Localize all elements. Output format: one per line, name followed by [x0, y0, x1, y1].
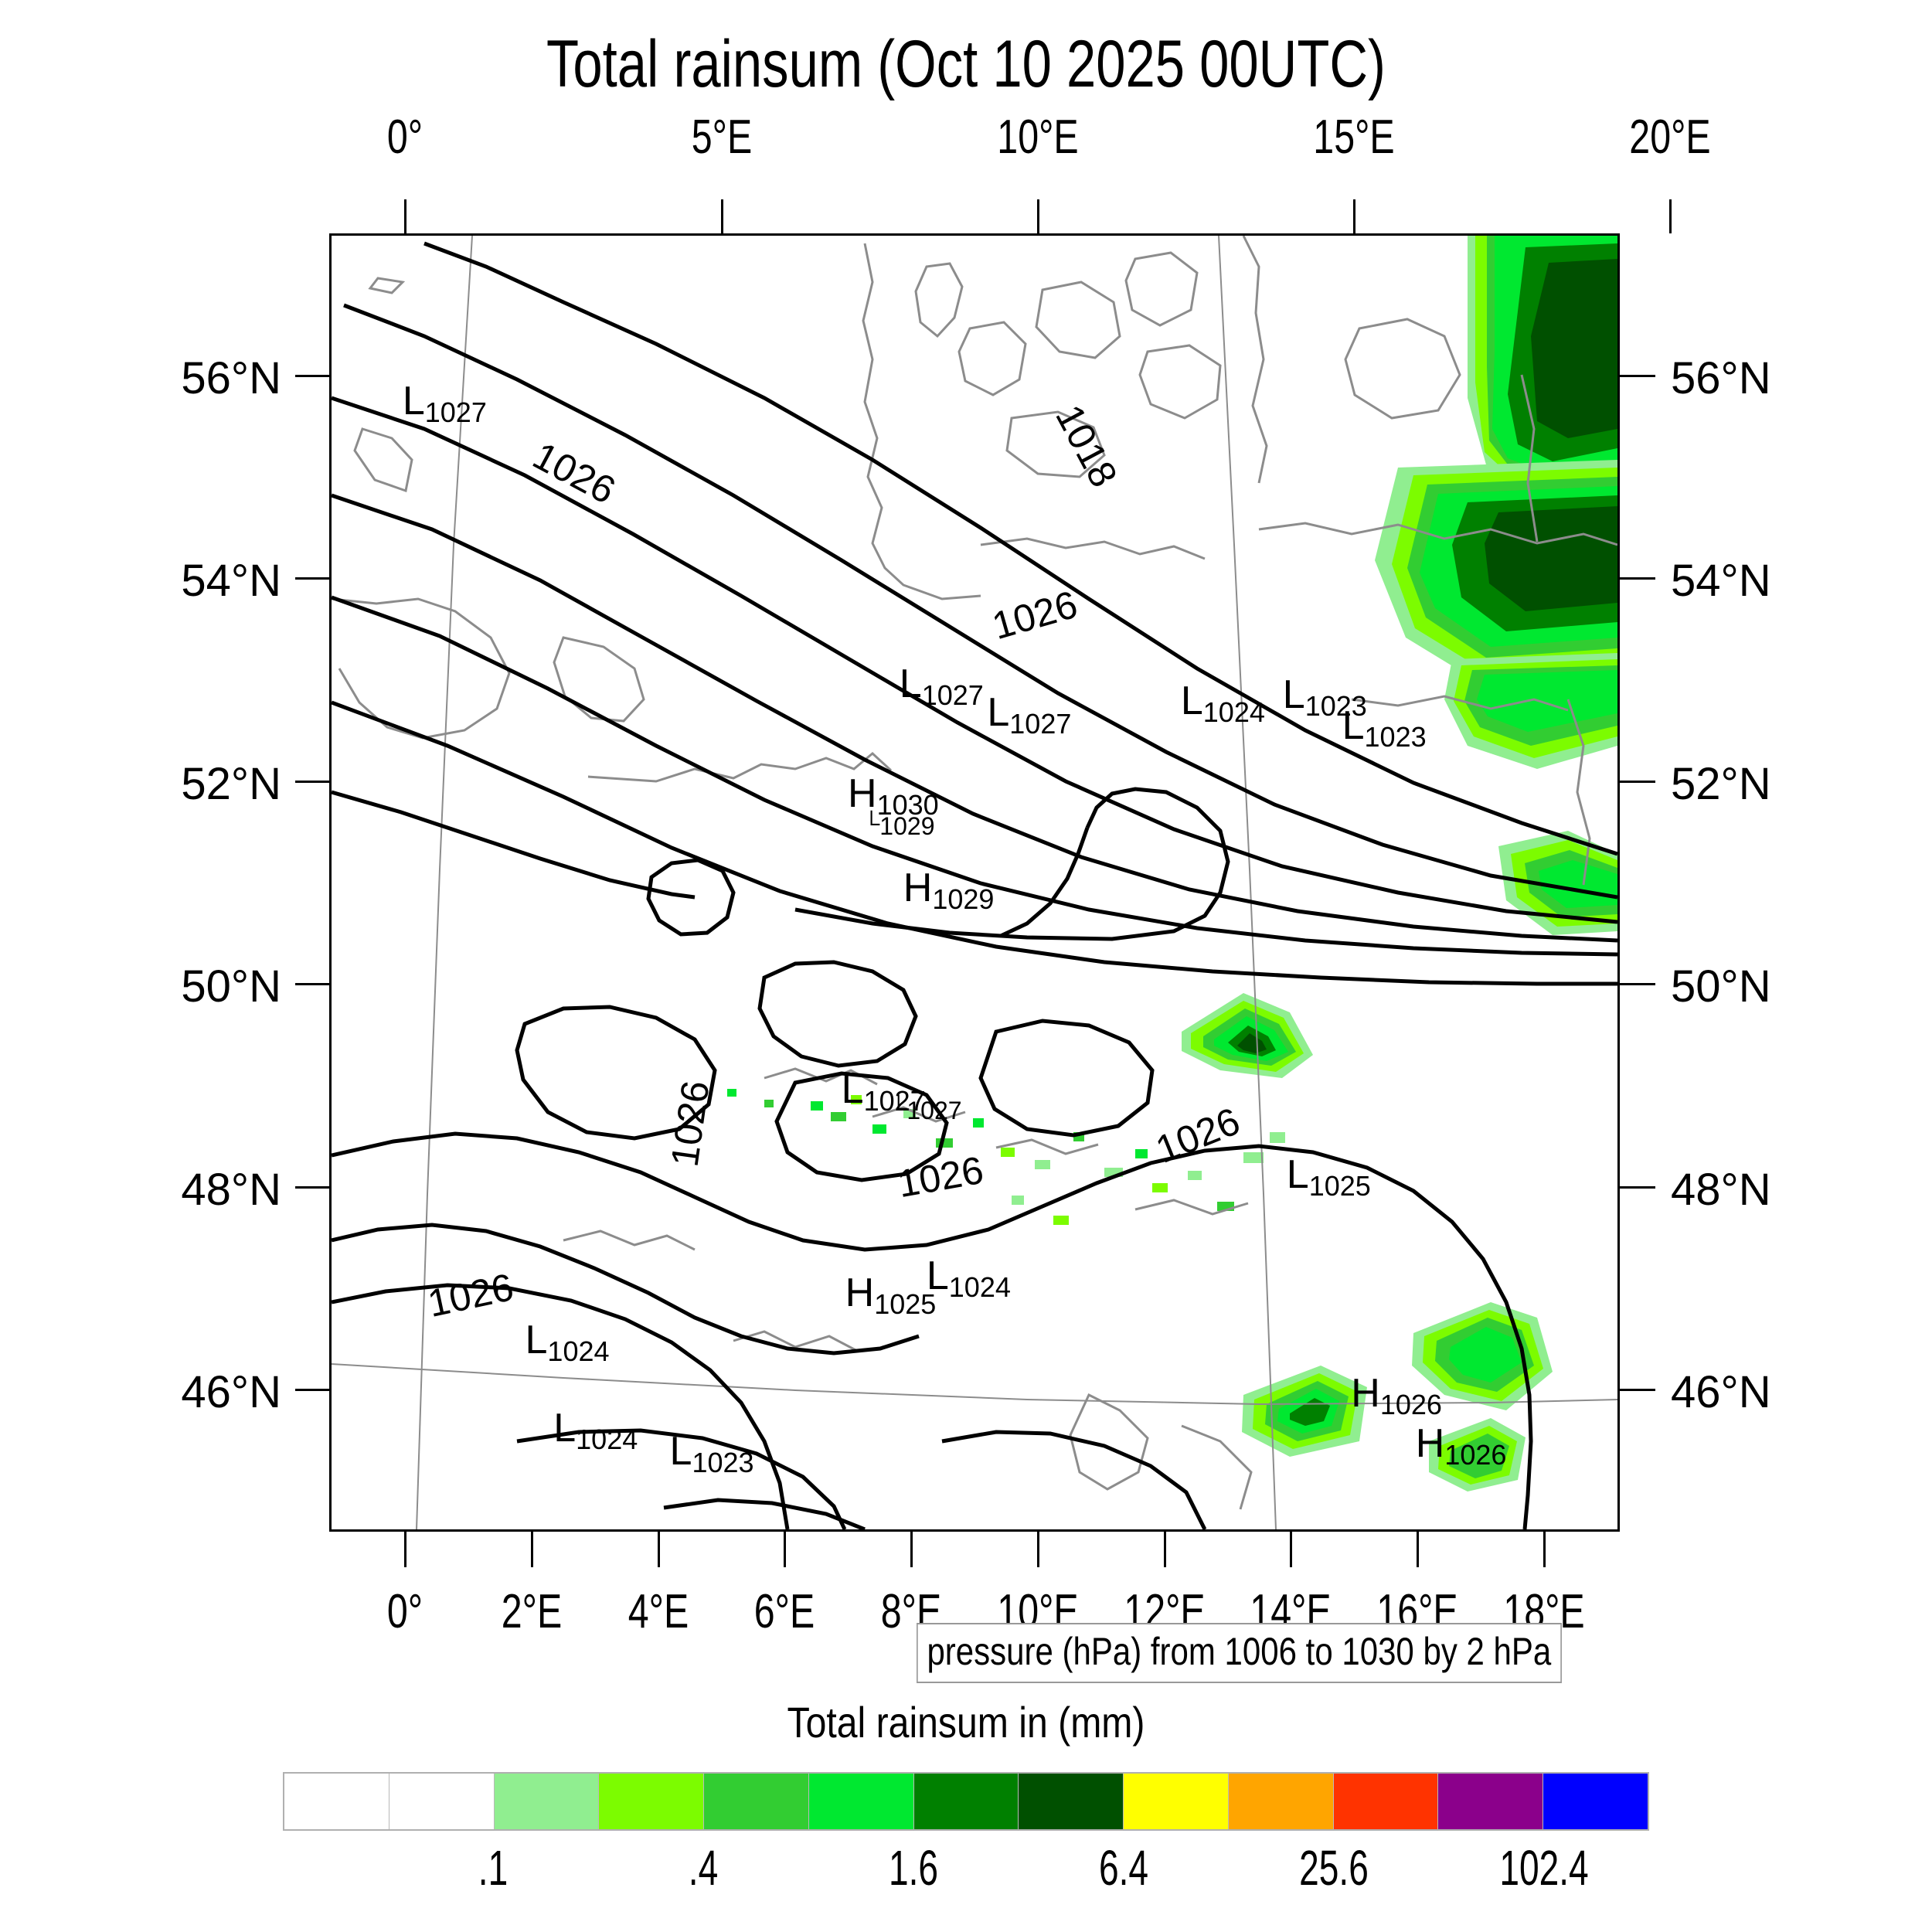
lon-label-top: 5°E	[691, 111, 752, 164]
axis-tick	[657, 1532, 660, 1567]
axis-tick	[1620, 577, 1655, 580]
colorbar-cell[interactable]	[808, 1774, 914, 1829]
pressure-center-low: └1027	[890, 1096, 962, 1125]
axis-tick	[295, 1389, 329, 1392]
axis-tick	[784, 1532, 787, 1567]
axis-tick	[295, 780, 329, 783]
axis-tick	[1620, 983, 1655, 986]
pressure-center-low: L1023	[1282, 672, 1367, 722]
axis-tick	[1620, 780, 1655, 783]
colorbar-title: Total rainsum in (mm)	[787, 1698, 1145, 1747]
lon-label-top: 15°E	[1313, 111, 1395, 164]
axis-tick	[1543, 1532, 1546, 1567]
lat-label-left: 56°N	[181, 352, 281, 403]
lat-label-right: 54°N	[1671, 556, 1771, 607]
axis-tick	[295, 1185, 329, 1189]
axis-tick	[295, 577, 329, 580]
colorbar-cell[interactable]	[1438, 1774, 1544, 1829]
colorbar-cell[interactable]	[599, 1774, 705, 1829]
map-plot-area[interactable]: L1027 1026 1018 1026 L1027 L1027 L1024 L1023 L10…	[329, 233, 1620, 1532]
lon-label-bottom: 6°E	[754, 1585, 815, 1638]
axis-tick	[1669, 199, 1672, 233]
pressure-center-low: L1023	[669, 1429, 754, 1479]
pressure-center-high: H1025	[845, 1270, 937, 1321]
colorbar-cell[interactable]	[284, 1774, 389, 1829]
pressure-center-high: H1030	[848, 770, 939, 821]
axis-tick	[530, 1532, 533, 1567]
pressure-center-low: L1027	[899, 662, 984, 712]
pressure-legend: pressure (hPa) from 1006 to 1030 by 2 hP…	[917, 1623, 1562, 1683]
lon-label-bottom: 4°E	[628, 1585, 689, 1638]
pressure-center-low: L1024	[553, 1406, 638, 1456]
lon-label-top: 0°	[387, 111, 423, 164]
lon-label-bottom: 0°	[387, 1585, 423, 1638]
colorbar-cell[interactable]	[1333, 1774, 1439, 1829]
pressure-center-high: H1029	[903, 866, 995, 916]
colorbar-cell[interactable]	[1019, 1774, 1124, 1829]
lat-label-left: 50°N	[181, 961, 281, 1012]
colorbar-cell[interactable]	[1124, 1774, 1229, 1829]
axis-tick	[404, 199, 407, 233]
pressure-center-low: L1023	[1342, 703, 1427, 753]
graticule-layer	[332, 236, 1617, 1529]
lat-label-right: 50°N	[1671, 961, 1771, 1012]
lat-label-left: 46°N	[181, 1367, 281, 1418]
pressure-center-high: H1026	[1415, 1421, 1507, 1471]
pressure-center-low: L1027	[987, 690, 1072, 740]
colorbar-tick-label: 102.4	[1499, 1840, 1589, 1896]
pressure-center-high: H1026	[1351, 1370, 1442, 1420]
lat-label-right: 46°N	[1671, 1367, 1771, 1418]
axis-tick	[1620, 1185, 1655, 1189]
axis-tick	[1290, 1532, 1293, 1567]
axis-tick	[1036, 199, 1039, 233]
axis-tick	[295, 983, 329, 986]
colorbar-tick-label: .1	[478, 1840, 509, 1896]
page-title: Total rainsum (Oct 10 2025 00UTC)	[546, 27, 1386, 101]
pressure-center-low: L1024	[525, 1317, 610, 1367]
lat-label-left: 54°N	[181, 556, 281, 607]
axis-tick	[1620, 374, 1655, 377]
lon-label-top: 10°E	[997, 111, 1079, 164]
pressure-center-low: L1027	[402, 379, 487, 429]
lat-label-right: 56°N	[1671, 352, 1771, 403]
axis-tick	[1417, 1532, 1420, 1567]
map-canvas	[332, 236, 1617, 1529]
axis-tick	[1353, 199, 1356, 233]
lon-label-bottom: 2°E	[501, 1585, 563, 1638]
colorbar[interactable]	[283, 1772, 1649, 1831]
axis-tick	[404, 1532, 407, 1567]
colorbar-cell[interactable]	[494, 1774, 600, 1829]
axis-tick	[1163, 1532, 1166, 1567]
isobar-layer	[332, 241, 1617, 1529]
lat-label-right: 52°N	[1671, 758, 1771, 809]
pressure-center-low: L1027	[841, 1066, 926, 1117]
map-graphics	[332, 236, 1617, 1529]
colorbar-cell[interactable]	[1543, 1774, 1648, 1829]
lat-label-left: 52°N	[181, 758, 281, 809]
colorbar-tick-label: 6.4	[1098, 1840, 1149, 1896]
axis-tick	[1620, 1389, 1655, 1392]
colorbar-labels: .1 .4 1.6 6.4 25.6 102.4	[0, 1839, 1932, 1909]
colorbar-cell[interactable]	[704, 1774, 809, 1829]
axis-tick	[1036, 1532, 1039, 1567]
colorbar-cell[interactable]	[1228, 1774, 1334, 1829]
lat-label-right: 48°N	[1671, 1164, 1771, 1215]
axis-tick	[295, 374, 329, 377]
pressure-center-low: L1025	[1286, 1152, 1371, 1202]
colorbar-cell[interactable]	[913, 1774, 1019, 1829]
pressure-center-low: L1024	[1180, 679, 1265, 729]
pressure-center-low: └1029	[863, 811, 935, 841]
axis-tick	[720, 199, 723, 233]
colorbar-tick-label: 1.6	[888, 1840, 939, 1896]
lon-label-top: 20°E	[1629, 111, 1712, 164]
colorbar-tick-label: .4	[688, 1840, 719, 1896]
precipitation-field	[727, 236, 1617, 1492]
lat-label-left: 48°N	[181, 1164, 281, 1215]
axis-tick	[910, 1532, 913, 1567]
pressure-center-low: L1024	[926, 1253, 1011, 1304]
coastline-layer	[332, 236, 1617, 1510]
colorbar-tick-label: 25.6	[1299, 1840, 1369, 1896]
colorbar-cell[interactable]	[389, 1774, 495, 1829]
